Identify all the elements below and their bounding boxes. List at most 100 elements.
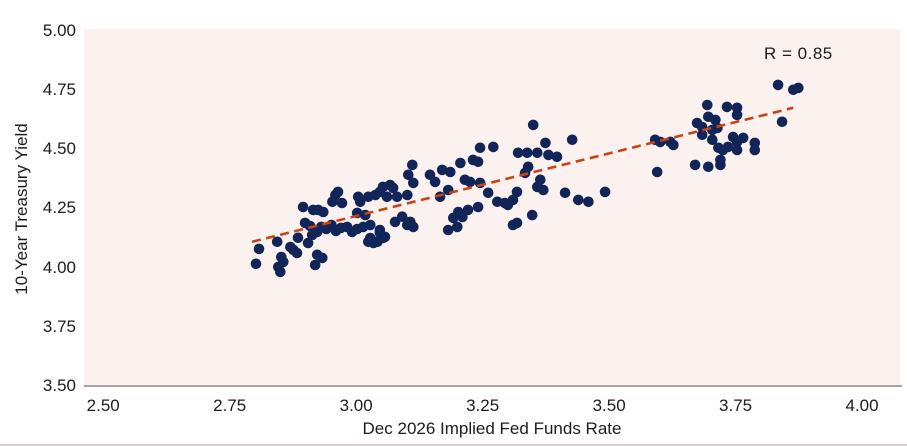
x-axis-title: Dec 2026 Implied Fed Funds Rate (362, 419, 622, 438)
scatter-point (448, 212, 459, 224)
x-tick-label: 4.00 (845, 396, 879, 415)
y-tick-label: 3.50 (42, 376, 76, 395)
scatter-point (363, 236, 374, 248)
x-tick-label: 3.50 (592, 396, 626, 415)
plot-background (84, 29, 900, 386)
scatter-point (318, 206, 329, 218)
scatter-point (291, 247, 303, 259)
scatter-point (387, 182, 399, 194)
scatter-point (408, 177, 419, 189)
scatter-point (374, 224, 386, 236)
scatter-point (573, 194, 584, 206)
scatter-point (292, 232, 304, 244)
scatter-point (317, 252, 328, 264)
scatter-point (651, 166, 663, 178)
scatter-point (403, 169, 414, 181)
x-tick-label: 3.00 (339, 396, 373, 415)
scatter-point (654, 136, 666, 148)
scatter-point (668, 139, 679, 151)
scatter-point (302, 237, 314, 249)
y-tick-label: 3.75 (42, 316, 76, 336)
y-tick-label: 5.00 (42, 20, 76, 40)
scatter-point (566, 134, 578, 146)
scatter-point (360, 209, 371, 221)
scatter-point (540, 137, 551, 149)
scatter-point (538, 184, 549, 196)
scatter-point (710, 114, 721, 126)
scatter-point (526, 209, 538, 221)
scatter-point (511, 186, 523, 198)
scatter-point (442, 184, 454, 196)
scatter-point (737, 132, 749, 144)
scatter-point (250, 258, 262, 270)
scatter-point (532, 147, 543, 159)
scatter-point (472, 156, 484, 168)
scatter-point (304, 220, 316, 232)
scatter-point (559, 187, 571, 199)
scatter-point (271, 236, 283, 248)
scatter-point (309, 259, 321, 271)
scatter-point (472, 201, 484, 213)
image-bottom-edge (0, 444, 907, 446)
scatter-point (457, 211, 468, 223)
scatter-point (543, 149, 554, 161)
correlation-annotation: R = 0.85 (764, 44, 833, 63)
scatter-point (474, 142, 486, 154)
y-tick-label: 4.25 (42, 198, 76, 218)
scatter-point (749, 144, 761, 156)
scatter-point (583, 196, 594, 208)
scatter-point (702, 99, 713, 111)
x-tick-label: 3.25 (466, 396, 500, 415)
scatter-point (365, 219, 376, 231)
scatter-point (336, 197, 348, 209)
x-tick-label: 2.50 (86, 396, 120, 415)
scatter-point (689, 159, 701, 171)
scatter-point (715, 159, 726, 171)
scatter-point (772, 79, 784, 91)
scatter-point (731, 144, 743, 156)
scatter-point (521, 147, 533, 159)
scatter-point (511, 217, 523, 229)
scatter-point (455, 157, 466, 169)
y-tick-label: 4.75 (42, 80, 76, 100)
scatter-point (253, 243, 265, 255)
y-tick-label: 4.00 (42, 257, 76, 277)
scatter-point (332, 186, 344, 198)
scatter-point (372, 236, 383, 248)
scatter-point (275, 266, 286, 278)
scatter-point (696, 129, 708, 141)
scatter-point (502, 199, 514, 211)
scatter-point (599, 186, 611, 198)
scatter-point (488, 141, 499, 153)
scatter-point (527, 119, 539, 131)
x-tick-label: 3.75 (719, 396, 753, 415)
scatter-point (482, 187, 494, 199)
scatter-point (396, 211, 408, 222)
scatter-point (452, 221, 463, 233)
scatter-point (731, 109, 743, 121)
scatter-point (429, 176, 441, 188)
scatter-point (402, 189, 413, 201)
scatter-point (354, 196, 366, 208)
scatter-point (381, 191, 393, 203)
scatter-point (405, 216, 416, 228)
trend-line (251, 106, 794, 244)
plot-area (84, 29, 900, 386)
scatter-point (436, 164, 448, 176)
scatter-point (445, 166, 456, 178)
scatter-canvas (84, 29, 900, 386)
scatter-point (407, 159, 418, 171)
scatter-point (512, 147, 524, 159)
scatter-point (703, 161, 714, 173)
scatter-point (391, 191, 403, 203)
scatter-point (442, 224, 454, 236)
scatter-point (707, 134, 718, 146)
x-tick-label: 2.75 (213, 396, 247, 415)
scatter-point (297, 201, 309, 213)
scatter-point (721, 101, 733, 113)
scatter-point (776, 116, 788, 128)
scatter-point (793, 82, 804, 94)
y-tick-label: 4.50 (42, 139, 76, 159)
scatter-point (462, 204, 474, 216)
